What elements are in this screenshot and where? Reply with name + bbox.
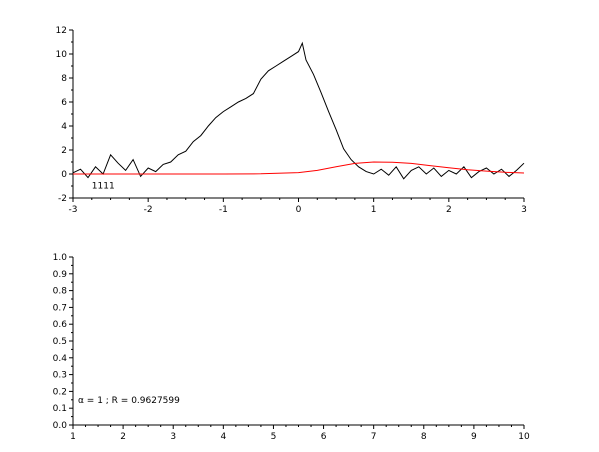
series-line-0 — [72, 41, 525, 180]
x-tick-label: 10 — [518, 432, 530, 442]
series-line-1 — [73, 161, 525, 175]
y-tick-label: 6 — [61, 98, 67, 108]
y-tick-label: 0.3 — [53, 371, 67, 381]
x-tick-label: 9 — [471, 432, 477, 442]
annotation-label: α = 1 ; R = 0.9627599 — [78, 396, 180, 406]
y-tick-label: 0 — [61, 170, 67, 180]
x-tick-label: -3 — [69, 205, 78, 215]
y-tick-label: 0.9 — [53, 270, 68, 280]
x-tick-label: 1 — [371, 205, 377, 215]
y-tick-label: 8 — [61, 74, 67, 84]
y-tick-label: 12 — [56, 26, 67, 36]
x-tick-label: 7 — [371, 432, 377, 442]
x-tick-label: 3 — [521, 205, 527, 215]
y-tick-label: 0.0 — [53, 421, 68, 431]
x-tick-label: 1 — [70, 432, 76, 442]
x-tick-label: 4 — [220, 432, 226, 442]
x-tick-label: 8 — [421, 432, 427, 442]
y-tick-label: 0.7 — [53, 303, 67, 313]
x-tick-label: -2 — [144, 205, 153, 215]
y-tick-label: 4 — [61, 122, 67, 132]
x-tick-label: 3 — [170, 432, 176, 442]
y-tick-label: 2 — [61, 146, 67, 156]
y-tick-label: 0.8 — [53, 287, 68, 297]
y-tick-label: 10 — [56, 50, 68, 60]
bottom-plot: 1 2 3 4 5 6 7 8 9 10 0.0 0.1 0.2 0.3 0.4 0.5 0.6 0.7 0.8 0.… — [53, 253, 530, 442]
x-tick-label: 5 — [271, 432, 277, 442]
y-tick-label: 0.4 — [53, 354, 68, 364]
x-tick-label: -1 — [219, 205, 228, 215]
y-tick-label: 1.0 — [53, 253, 68, 263]
x-tick-label: 6 — [321, 432, 327, 442]
y-tick-label: 0.6 — [53, 320, 68, 330]
y-tick-label: 0.5 — [53, 337, 67, 347]
y-tick-label: 0.1 — [53, 404, 67, 414]
y-tick-label: 0.2 — [53, 387, 67, 397]
x-tick-label: 2 — [446, 205, 452, 215]
x-tick-label: 0 — [296, 205, 302, 215]
x-tick-label: 2 — [120, 432, 126, 442]
y-tick-label: -2 — [58, 194, 67, 204]
annotation-label: 1111 — [92, 181, 115, 191]
